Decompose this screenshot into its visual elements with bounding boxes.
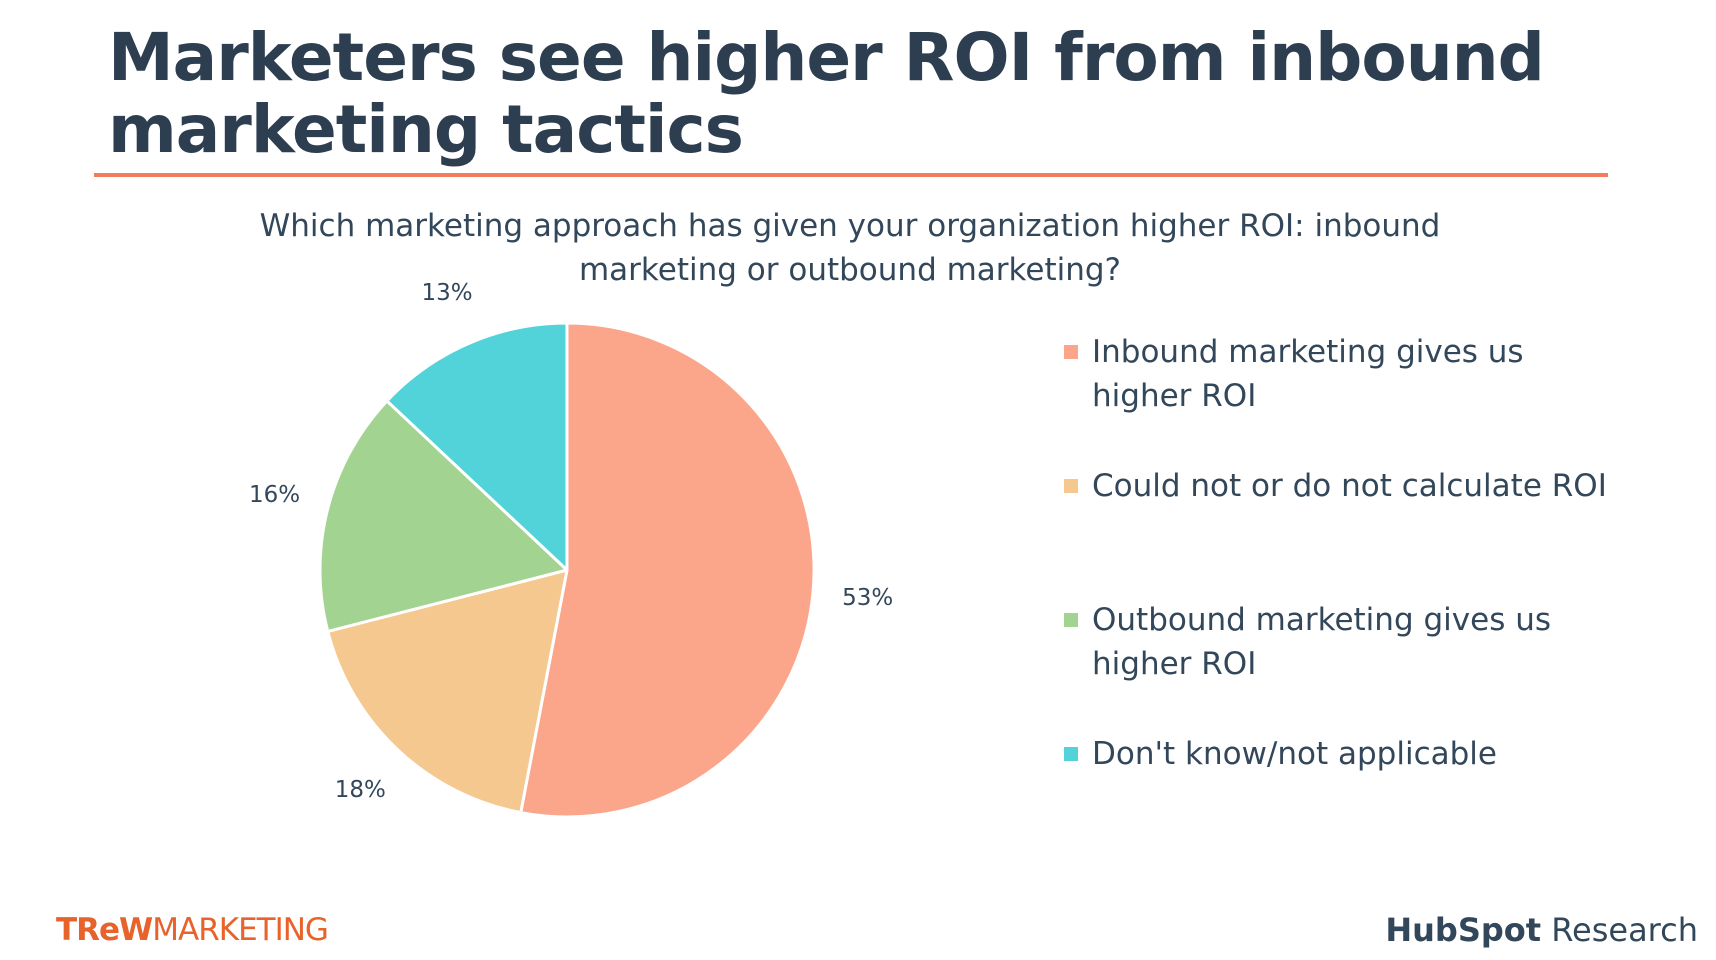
legend-label-3-line-1: Outbound marketing gives us (1092, 602, 1551, 638)
legend-label-2: Could not or do not calculate ROI (1092, 464, 1612, 508)
hubspot-research-logo: HubSpot Research (1385, 910, 1698, 950)
pie-label-2: 18% (334, 777, 386, 804)
pie-slice-1 (519, 321, 816, 819)
legend-label-4-line-1: Don't know/not applicable (1092, 736, 1497, 772)
hubspot-logo-rest: Research (1541, 911, 1698, 949)
hubspot-logo-bold: HubSpot (1385, 911, 1542, 949)
legend-label-1: Inbound marketing gives us higher ROI (1092, 330, 1612, 418)
legend-label-1-line-2: higher ROI (1092, 378, 1257, 414)
trew-logo-bold: TReW (56, 912, 153, 948)
title-line-2: marketing tactics (108, 91, 744, 168)
legend-swatch-1 (1064, 345, 1078, 359)
pie-slice-3 (318, 399, 569, 633)
legend-swatch-2 (1064, 479, 1078, 493)
legend-label-4: Don't know/not applicable (1092, 732, 1612, 776)
legend-label-1-line-1: Inbound marketing gives us (1092, 334, 1524, 370)
page-title: Marketers see higher ROI from inbound ma… (108, 22, 1608, 166)
title-divider (94, 173, 1608, 177)
pie-label-1: 53% (842, 585, 894, 612)
legend-swatch-3 (1064, 613, 1078, 627)
question-line-2: marketing or outbound marketing? (578, 252, 1121, 288)
title-line-1: Marketers see higher ROI from inbound (108, 19, 1545, 96)
question-line-1: Which marketing approach has given your … (259, 208, 1441, 244)
pie-label-3: 16% (248, 481, 301, 508)
legend-label-2-line-1: Could not or do not calculate ROI (1092, 468, 1607, 504)
legend-swatch-4 (1064, 747, 1078, 761)
trew-marketing-logo: TReWMARKETING (56, 912, 329, 948)
pie-slice-2 (326, 568, 569, 815)
pie-slice-4 (385, 321, 569, 572)
pie-label-4: 13% (421, 279, 473, 306)
chart-question: Which marketing approach has given your … (230, 204, 1470, 292)
legend-label-3: Outbound marketing gives us higher ROI (1092, 598, 1612, 686)
trew-logo-rest: MARKETING (152, 912, 329, 948)
legend-label-3-line-2: higher ROI (1092, 646, 1257, 682)
